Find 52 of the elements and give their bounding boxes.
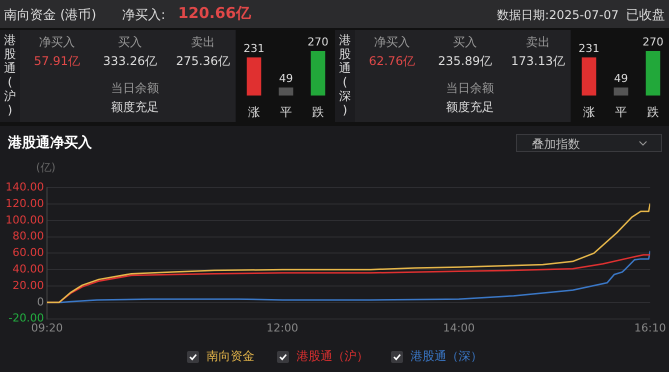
x-tick-label: 16:10 [634,321,666,334]
data-label: 49 [279,72,293,85]
text: 净买入: [122,7,166,24]
text: 买入 [452,34,478,51]
x-tick-label: 跌 [312,104,324,119]
data-label: 231 [244,42,264,55]
x-tick-label: 14:00 [443,321,475,334]
text: 235.89亿 [437,53,493,70]
text: 62.76亿 [368,53,416,70]
text: 南向资金 (港币) [4,7,96,24]
y-tick-label: 100.00 [6,213,44,226]
y-tick-label: 140.00 [6,180,44,194]
data-label: 270 [308,35,328,48]
text: 当日余额 [445,80,495,97]
text: 港股通(深) [338,33,352,117]
text: 卖出 [525,34,551,51]
text: 卖出 [190,34,216,51]
text: 333.26亿 [102,53,158,70]
y-tick-label: 120.00 [6,196,44,210]
chart-title: 港股通净买入 [8,134,92,152]
text: 净买入 [373,34,411,51]
text: 南向资金 [206,348,254,365]
text: 57.91亿 [32,53,82,70]
text: 净买入 [38,34,76,51]
data-label: 231 [578,42,600,55]
x-tick-label: 涨 [248,104,260,119]
data-label: 270 [642,35,664,48]
text: 数据日期:2025-07-07 [497,7,619,24]
text: 120.66亿 [178,4,251,23]
y-tick-label: 0 [37,295,44,308]
data-label: 49 [614,72,628,85]
y-axis-title: (亿) [36,160,56,175]
x-tick-label: 12:00 [266,321,298,334]
y-tick-label: 80.00 [12,230,44,243]
text: 额度充足 [445,99,495,116]
text: 当日余额 [110,80,160,97]
x-tick-label: 涨 [583,104,595,119]
y-tick-label: 60.00 [12,246,44,260]
text: 港股通（沪） [296,348,368,365]
text: 港股通（深） [410,348,482,365]
y-tick-label: 40.00 [12,262,44,276]
dropdown: 叠加指数 [516,134,662,152]
text: 173.13亿 [510,53,566,70]
text: 港股通(沪) [3,33,17,117]
x-tick-label: 平 [280,104,292,119]
text: 已收盘 [626,7,665,24]
x-tick-label: 平 [615,104,627,119]
text: 买入 [117,34,143,51]
text: 275.36亿 [175,53,231,70]
text: 额度充足 [110,99,160,116]
x-tick-label: 跌 [647,104,659,119]
y-tick-label: 20.00 [12,278,44,292]
